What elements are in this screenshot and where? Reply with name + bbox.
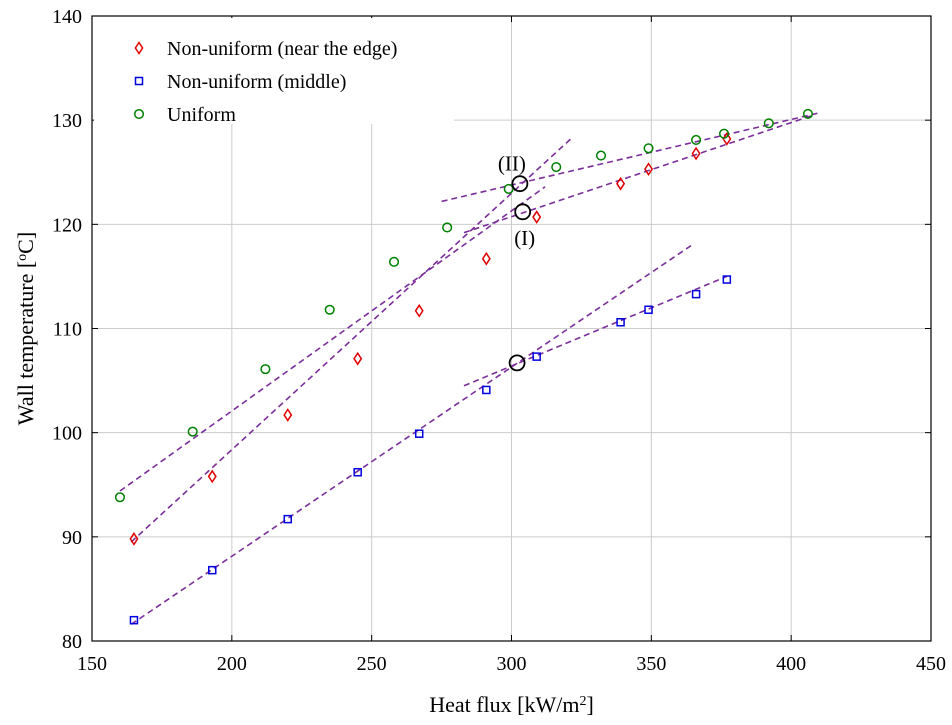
- data-point-square: [129, 615, 139, 625]
- data-point-square: [644, 305, 653, 314]
- data-point-diamond: [532, 210, 542, 224]
- data-point-diamond: [207, 469, 217, 484]
- data-point-circle: [551, 161, 562, 173]
- data-point-square: [482, 385, 491, 395]
- data-point-square: [414, 429, 424, 438]
- data-point-square: [616, 318, 625, 327]
- data-point-diamond: [353, 351, 363, 366]
- data-point-square: [532, 352, 541, 361]
- x-tick-label: 400: [776, 653, 806, 675]
- fit-line: [119, 186, 546, 492]
- y-tick-label: 110: [53, 319, 82, 341]
- x-tick-label: 150: [77, 653, 107, 675]
- data-point-diamond: [644, 162, 654, 176]
- data-point-diamond: [414, 303, 424, 318]
- data-point-circle: [114, 492, 126, 503]
- data-point-diamond: [129, 532, 139, 546]
- legend-label: Non-uniform (middle): [167, 71, 346, 93]
- data-point-diamond: [283, 408, 293, 422]
- fit-lines: [119, 112, 820, 625]
- data-point-circle: [718, 128, 730, 139]
- fit-line: [463, 115, 811, 234]
- legend-label: Uniform: [167, 104, 236, 126]
- data-point-circle: [388, 256, 400, 267]
- x-tick-label: 300: [497, 653, 527, 675]
- data-point-square: [353, 468, 362, 477]
- x-tick-label: 450: [916, 653, 946, 675]
- y-tick-label: 80: [62, 631, 82, 653]
- data-point-square: [208, 565, 217, 575]
- data-point-circle: [691, 134, 702, 146]
- data-point-circle: [187, 426, 198, 437]
- data-point-circle: [503, 183, 514, 194]
- x-tick-label: 250: [357, 653, 387, 675]
- x-tick-label: 200: [217, 653, 247, 675]
- y-tick-label: 120: [52, 214, 82, 236]
- legend-marker-circle: [133, 108, 145, 120]
- data-point-circle: [442, 222, 453, 233]
- data-point-circle: [802, 108, 813, 119]
- y-tick-label: 90: [62, 527, 82, 549]
- data-point-diamond: [691, 146, 701, 161]
- x-axis-title: Heat flux [kW/m2]: [429, 692, 594, 717]
- data-point-diamond: [481, 251, 491, 266]
- y-tick-label: 130: [52, 110, 82, 132]
- data-point-square: [283, 514, 293, 524]
- transition-point-label: (II): [498, 152, 526, 176]
- data-point-circle: [643, 143, 654, 154]
- data-point-diamond: [722, 132, 732, 146]
- data-points: [114, 108, 813, 625]
- data-point-circle: [324, 304, 335, 315]
- x-tick-label: 350: [636, 653, 666, 675]
- transition-markers: (II) (I): [498, 152, 535, 372]
- y-tick-label: 100: [52, 423, 82, 445]
- legend-marker-diamond: [134, 41, 144, 55]
- data-point-circle: [763, 118, 774, 129]
- transition-point-circle: [514, 203, 532, 221]
- transition-point-circle: [508, 354, 526, 372]
- fit-line: [130, 243, 694, 625]
- legend-background: [94, 18, 454, 124]
- data-point-circle: [260, 364, 271, 375]
- y-axis-title: Wall temperature [oC]: [13, 232, 38, 425]
- y-tick-label: 140: [52, 6, 82, 28]
- data-point-square: [722, 275, 732, 284]
- data-point-square: [691, 289, 701, 299]
- transition-point-circle: [511, 175, 529, 193]
- fit-line: [463, 275, 728, 387]
- data-point-circle: [595, 150, 607, 161]
- transition-point-label: (I): [514, 226, 535, 250]
- legend: Non-uniform (near the edge) Non-uniform (…: [94, 18, 454, 126]
- axis-ticks: 150 200 250 300 350 400 450 80 90 100 110 120 130 140: [52, 6, 946, 675]
- data-point-diamond: [616, 176, 626, 191]
- legend-label: Non-uniform (near the edge): [167, 38, 397, 60]
- fit-line: [130, 136, 574, 543]
- legend-marker-square: [134, 76, 144, 86]
